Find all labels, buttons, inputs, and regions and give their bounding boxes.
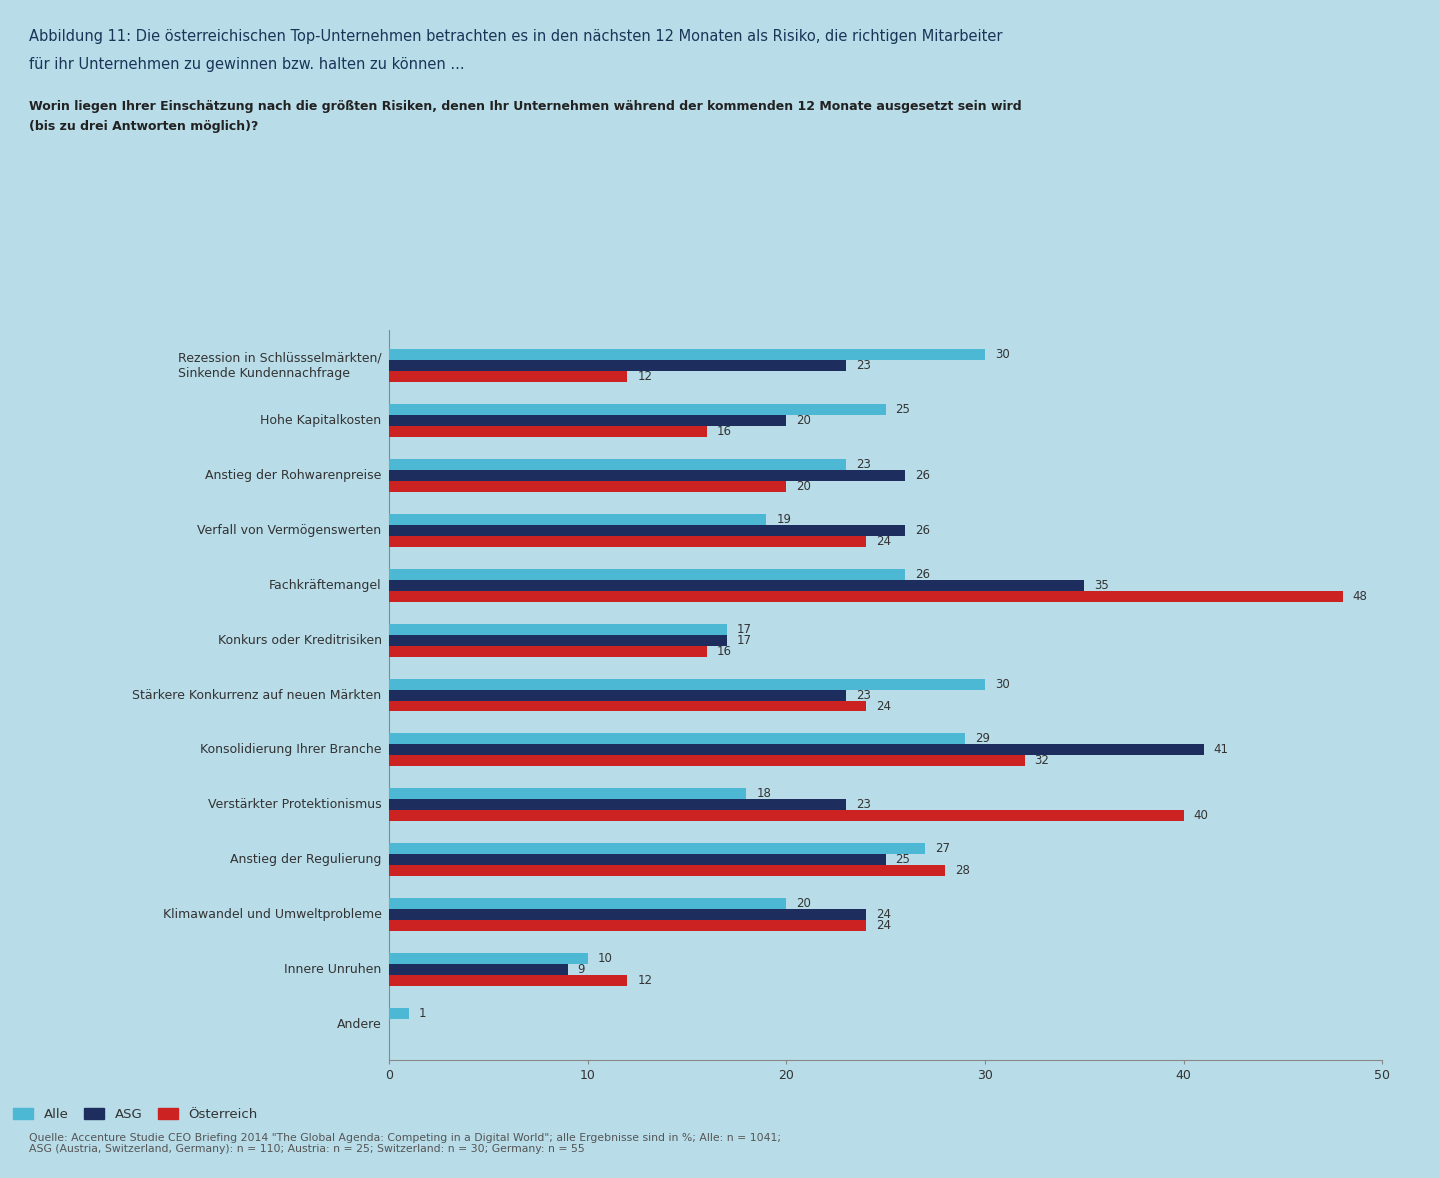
Text: Quelle: Accenture Studie CEO Briefing 2014 "The Global Agenda: Competing in a Di: Quelle: Accenture Studie CEO Briefing 20… <box>29 1133 780 1154</box>
Bar <box>389 371 628 382</box>
Text: 48: 48 <box>1352 590 1368 603</box>
Bar <box>389 514 766 524</box>
Text: 28: 28 <box>955 865 971 878</box>
Text: Anstieg der Regulierung: Anstieg der Regulierung <box>230 853 382 866</box>
Text: 29: 29 <box>975 733 991 746</box>
Text: für ihr Unternehmen zu gewinnen bzw. halten zu können ...: für ihr Unternehmen zu gewinnen bzw. hal… <box>29 57 465 72</box>
Text: 20: 20 <box>796 479 811 492</box>
Text: 25: 25 <box>896 403 910 416</box>
Bar <box>389 415 786 426</box>
Bar <box>389 800 845 810</box>
Text: 26: 26 <box>916 524 930 537</box>
Text: 23: 23 <box>855 359 871 372</box>
Bar <box>389 843 926 854</box>
Bar <box>389 459 845 470</box>
Bar <box>389 866 945 876</box>
Text: 35: 35 <box>1094 578 1109 591</box>
Text: 40: 40 <box>1194 809 1208 822</box>
Text: 26: 26 <box>916 568 930 581</box>
Text: 23: 23 <box>855 688 871 702</box>
Bar <box>389 481 786 492</box>
Text: 30: 30 <box>995 348 1009 360</box>
Text: 24: 24 <box>876 535 891 548</box>
Bar <box>389 635 727 646</box>
Bar <box>389 646 707 656</box>
Bar <box>389 734 965 744</box>
Bar <box>389 854 886 866</box>
Bar <box>389 975 628 986</box>
Text: 12: 12 <box>638 974 652 987</box>
Text: 24: 24 <box>876 700 891 713</box>
Text: 41: 41 <box>1214 743 1228 756</box>
Text: Rezession in Schlüssselmärkten/
Sinkende Kundennachfrage: Rezession in Schlüssselmärkten/ Sinkende… <box>179 351 382 380</box>
Legend: Alle, ASG, Österreich: Alle, ASG, Österreich <box>7 1103 264 1126</box>
Text: 10: 10 <box>598 952 612 965</box>
Bar <box>389 1008 409 1019</box>
Text: 12: 12 <box>638 370 652 383</box>
Bar <box>389 920 865 931</box>
Text: Worin liegen Ihrer Einschätzung nach die größten Risiken, denen Ihr Unternehmen : Worin liegen Ihrer Einschätzung nach die… <box>29 100 1021 113</box>
Bar <box>389 788 746 800</box>
Text: 20: 20 <box>796 413 811 426</box>
Bar <box>389 580 1084 590</box>
Text: Verstärkter Protektionismus: Verstärkter Protektionismus <box>207 799 382 812</box>
Text: 30: 30 <box>995 677 1009 690</box>
Bar <box>389 898 786 909</box>
Text: 19: 19 <box>776 512 792 525</box>
Text: 17: 17 <box>736 623 752 636</box>
Text: 26: 26 <box>916 469 930 482</box>
Text: Anstieg der Rohwarenpreise: Anstieg der Rohwarenpreise <box>206 469 382 482</box>
Bar <box>389 953 588 964</box>
Bar <box>389 404 886 415</box>
Text: 32: 32 <box>1035 754 1050 767</box>
Bar <box>389 810 1184 821</box>
Bar <box>389 909 865 920</box>
Text: 1: 1 <box>419 1007 426 1020</box>
Text: 25: 25 <box>896 853 910 866</box>
Text: Verfall von Vermögenswerten: Verfall von Vermögenswerten <box>197 524 382 537</box>
Text: Konsolidierung Ihrer Branche: Konsolidierung Ihrer Branche <box>200 743 382 756</box>
Text: Andere: Andere <box>337 1018 382 1031</box>
Bar <box>389 679 985 689</box>
Bar <box>389 349 985 360</box>
Bar <box>389 569 906 580</box>
Bar <box>389 524 906 536</box>
Text: 27: 27 <box>936 842 950 855</box>
Bar <box>389 590 1342 602</box>
Bar <box>389 689 845 701</box>
Bar <box>389 755 1025 767</box>
Text: Fachkräftemangel: Fachkräftemangel <box>269 578 382 591</box>
Text: 24: 24 <box>876 908 891 921</box>
Text: (bis zu drei Antworten möglich)?: (bis zu drei Antworten möglich)? <box>29 120 258 133</box>
Bar <box>389 426 707 437</box>
Text: 16: 16 <box>717 644 732 657</box>
Bar <box>389 964 567 975</box>
Text: 20: 20 <box>796 898 811 911</box>
Text: Klimawandel und Umweltprobleme: Klimawandel und Umweltprobleme <box>163 908 382 921</box>
Text: Hohe Kapitalkosten: Hohe Kapitalkosten <box>261 413 382 426</box>
Text: 23: 23 <box>855 458 871 471</box>
Text: Konkurs oder Kreditrisiken: Konkurs oder Kreditrisiken <box>217 634 382 647</box>
Bar <box>389 360 845 371</box>
Bar <box>389 623 727 635</box>
Text: 24: 24 <box>876 919 891 932</box>
Bar <box>389 701 865 712</box>
Text: Stärkere Konkurrenz auf neuen Märkten: Stärkere Konkurrenz auf neuen Märkten <box>132 688 382 702</box>
Text: 9: 9 <box>577 964 585 977</box>
Bar <box>389 744 1204 755</box>
Text: 23: 23 <box>855 799 871 812</box>
Text: 16: 16 <box>717 425 732 438</box>
Text: 18: 18 <box>756 787 772 800</box>
Text: Abbildung 11: Die österreichischen Top-Unternehmen betrachten es in den nächsten: Abbildung 11: Die österreichischen Top-U… <box>29 29 1002 45</box>
Text: 17: 17 <box>736 634 752 647</box>
Bar <box>389 536 865 547</box>
Text: Innere Unruhen: Innere Unruhen <box>284 964 382 977</box>
Bar <box>389 470 906 481</box>
